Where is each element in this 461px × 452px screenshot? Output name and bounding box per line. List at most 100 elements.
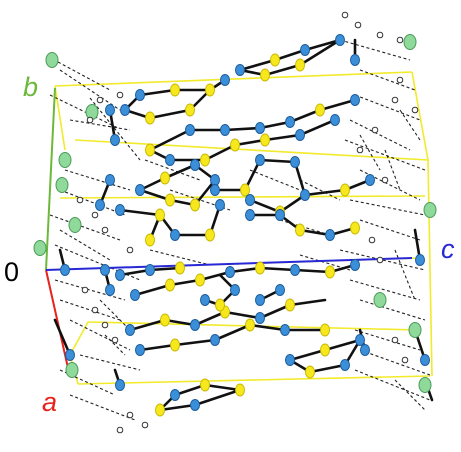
halogen-atom [68, 217, 82, 233]
sulfur-atom [295, 58, 305, 72]
carbon-atom [285, 354, 295, 366]
bond [258, 120, 292, 130]
sulfur-atom [195, 273, 205, 287]
sulfur-atom [205, 83, 215, 97]
hydrogen-atom [96, 96, 104, 104]
hydrogen-bond [349, 279, 421, 301]
carbon-atom [65, 349, 75, 361]
hydrogen-bond [359, 299, 426, 321]
carbon-atom [145, 264, 155, 276]
halogen-atom [408, 322, 422, 338]
carbon-atom [280, 324, 290, 336]
halogen-atom [45, 52, 59, 68]
bond [288, 348, 327, 362]
bond [118, 208, 162, 217]
bond [173, 383, 207, 397]
sulfur-atom [305, 365, 315, 379]
sulfur-atom [240, 183, 250, 197]
hydrogen-atom [126, 246, 134, 254]
hydrogen-atom [126, 411, 134, 419]
bond [263, 133, 302, 142]
carbon-atom [210, 334, 220, 346]
carbon-atom [190, 319, 200, 331]
hydrogen-atom [391, 96, 399, 104]
bond [258, 303, 292, 320]
carbon-atom [170, 229, 180, 241]
atoms [33, 11, 437, 434]
bond [223, 126, 262, 132]
sulfur-atom [155, 403, 165, 417]
hydrogen-bond [104, 334, 126, 356]
carbon-atom [290, 264, 300, 276]
hydrogen-bond [69, 319, 131, 351]
halogen-atom [85, 104, 99, 120]
hydrogen-bond [359, 134, 381, 171]
bond [193, 388, 242, 407]
hydrogen-bond [99, 299, 131, 331]
bond [228, 266, 262, 274]
carbon-atom [420, 354, 430, 366]
axis-b-label: b [23, 72, 39, 102]
hydrogen-bond [359, 349, 431, 376]
hydrogen-bond-network [49, 39, 431, 421]
hydrogen-bond [354, 369, 431, 401]
bond [273, 48, 307, 62]
sulfur-atom [185, 103, 195, 117]
sulfur-atom [170, 338, 180, 352]
hydrogen-bond [149, 249, 211, 266]
bond [203, 143, 237, 162]
carbon-atom [105, 104, 115, 116]
hydrogen-atom [116, 91, 124, 99]
hydrogen-bond [394, 249, 416, 301]
bond [238, 58, 277, 72]
hydrogen-atom [354, 21, 362, 29]
carbon-atom [220, 74, 230, 86]
hydrogen-atom [368, 236, 376, 244]
bond [223, 310, 262, 320]
carbon-atom [285, 116, 295, 128]
bond [193, 310, 227, 327]
carbon-atom [290, 156, 300, 168]
hydrogen-atom [371, 126, 379, 134]
carbon-atom [255, 294, 265, 306]
sulfur-atom [175, 261, 185, 275]
sulfur-atom [340, 183, 350, 197]
hydrogen-atom [376, 256, 384, 264]
bond [163, 318, 197, 327]
hydrogen-bond [339, 249, 426, 271]
carbon-atom [220, 124, 230, 136]
sulfur-atom [260, 133, 270, 147]
carbon-atom [230, 284, 240, 296]
sulfur-atom [350, 221, 360, 235]
bond [298, 38, 342, 67]
carbon-atom [255, 154, 265, 166]
sulfur-atom [190, 198, 200, 212]
carbon-atom [235, 64, 245, 76]
carbon-atom [120, 104, 130, 116]
carbon-atom [210, 174, 220, 186]
halogen-atom [55, 177, 69, 193]
hydrogen-bond [79, 354, 141, 371]
hydrogen-bond [349, 199, 426, 216]
carbon-atom [300, 189, 310, 201]
hydrogen-bond [299, 179, 341, 201]
hydrogen-atom [356, 146, 364, 154]
molecular-bonds [53, 38, 434, 412]
halogen-atom [403, 34, 417, 50]
hydrogen-atom [91, 306, 99, 314]
bond [303, 38, 342, 52]
hydrogen-bond [399, 109, 421, 141]
bond [258, 266, 297, 272]
hydrogen-bond [394, 379, 426, 411]
carbon-atom [350, 94, 360, 106]
carbon-atom [135, 89, 145, 101]
carbon-atom [275, 284, 285, 296]
sulfur-atom [235, 383, 245, 397]
hydrogen-bond [59, 369, 116, 396]
carbon-atom [275, 209, 285, 221]
halogen-atom [33, 240, 47, 256]
sulfur-atom [320, 323, 330, 337]
carbon-atom [130, 289, 140, 301]
bond [303, 188, 347, 197]
